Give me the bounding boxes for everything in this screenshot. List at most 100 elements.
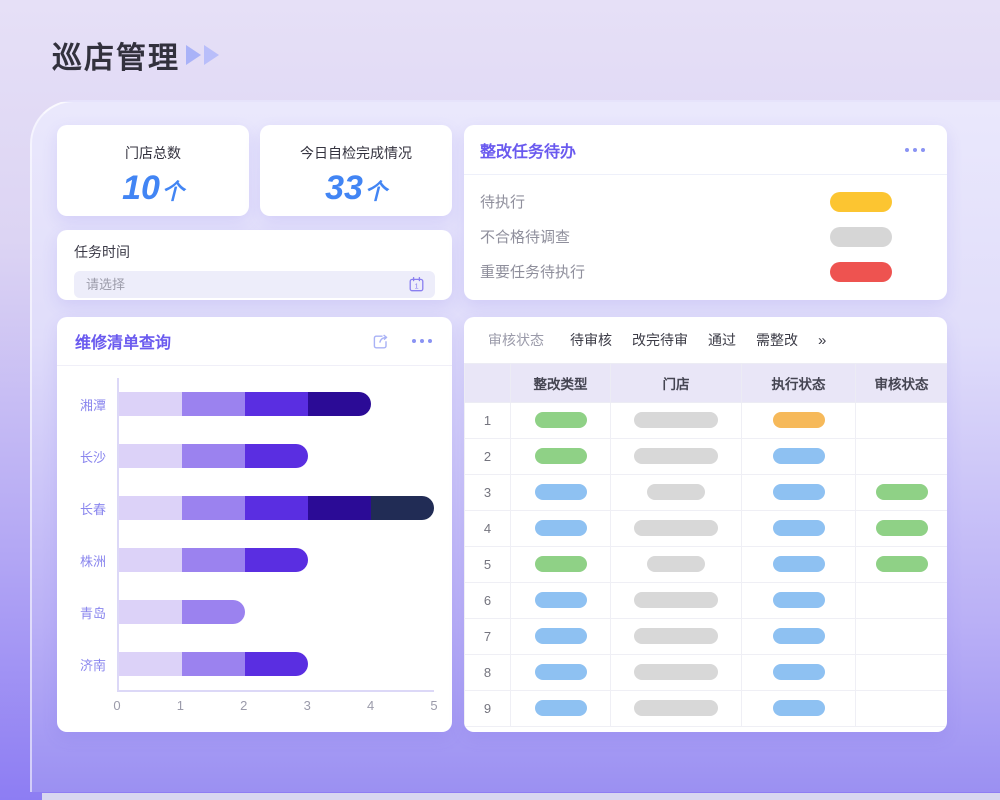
calendar-icon[interactable]: 1 bbox=[408, 276, 425, 293]
rectify-todo-title: 整改任务待办 bbox=[480, 143, 577, 161]
chart-xtick: 4 bbox=[366, 698, 375, 713]
more-tabs-chevron[interactable]: » bbox=[818, 331, 827, 349]
cell-store bbox=[610, 618, 742, 655]
status-pill bbox=[534, 664, 587, 681]
cell-store bbox=[610, 402, 742, 439]
cell-store bbox=[610, 582, 742, 619]
cell-rectify-type bbox=[510, 438, 611, 475]
cell-review-status bbox=[855, 402, 947, 439]
store-total-card: 门店总数 10 个 bbox=[57, 125, 249, 216]
col-exec-status: 执行状态 bbox=[741, 363, 856, 403]
table-row[interactable]: 9 bbox=[464, 690, 947, 727]
todo-item[interactable]: 不合格待调查 bbox=[464, 219, 947, 254]
chart-xtick: 0 bbox=[113, 698, 121, 713]
tab-passed[interactable]: 通过 bbox=[708, 332, 736, 348]
chart-bar[interactable] bbox=[119, 444, 308, 468]
tab-fixed-pending[interactable]: 改完待审 bbox=[632, 332, 688, 348]
row-number: 6 bbox=[464, 582, 511, 619]
status-pill bbox=[875, 484, 928, 501]
chart-bar[interactable] bbox=[119, 600, 245, 624]
task-time-label: 任务时间 bbox=[74, 244, 130, 260]
cell-store bbox=[610, 654, 742, 691]
todo-item-list: 待执行 不合格待调查 重要任务待执行 bbox=[464, 175, 947, 289]
tab-needs-rectify[interactable]: 需整改 bbox=[756, 332, 798, 348]
chart-category-label: 济南 bbox=[79, 657, 106, 673]
main-panel: 门店总数 10 个 今日自检完成情况 33 个 任务时间 bbox=[30, 100, 1000, 792]
cell-store bbox=[610, 690, 742, 727]
status-pill bbox=[772, 412, 825, 429]
row-number: 3 bbox=[464, 474, 511, 511]
cell-rectify-type bbox=[510, 582, 611, 619]
status-pill bbox=[830, 191, 892, 212]
ellipsis-menu-icon[interactable] bbox=[412, 339, 432, 343]
chart-bar-segment bbox=[245, 392, 308, 416]
cell-rectify-type bbox=[510, 618, 611, 655]
share-icon[interactable] bbox=[371, 332, 390, 351]
chart-bar[interactable] bbox=[119, 496, 434, 520]
date-picker[interactable]: 1 bbox=[74, 271, 435, 298]
chart-bar[interactable] bbox=[119, 392, 371, 416]
cell-rectify-type bbox=[510, 474, 611, 511]
table-row[interactable]: 3 bbox=[464, 474, 947, 511]
chart-bar-segment bbox=[182, 444, 245, 468]
chart-bar-segment bbox=[245, 496, 308, 520]
cell-exec-status bbox=[741, 690, 856, 727]
ellipsis-menu-icon[interactable] bbox=[905, 147, 925, 152]
filter-label: 审核状态 bbox=[488, 332, 544, 348]
status-pill bbox=[534, 520, 587, 537]
table-row[interactable]: 5 bbox=[464, 546, 947, 583]
chart-bar-segment bbox=[119, 392, 182, 416]
todo-item[interactable]: 待执行 bbox=[464, 184, 947, 219]
cell-rectify-type bbox=[510, 510, 611, 547]
status-pill bbox=[772, 664, 825, 681]
repair-chart: 湘潭 长沙 长春 株洲 青岛 济南 0 1 2 3 4 5 bbox=[69, 378, 438, 724]
chart-bar-segment bbox=[182, 652, 245, 676]
status-pill bbox=[772, 592, 825, 609]
chart-xtick: 2 bbox=[240, 698, 248, 713]
chart-xtick: 1 bbox=[176, 698, 185, 713]
chart-plot bbox=[117, 378, 434, 692]
cell-review-status bbox=[855, 546, 947, 583]
date-picker-input[interactable] bbox=[84, 276, 408, 293]
todo-item[interactable]: 重要任务待执行 bbox=[464, 254, 947, 289]
cell-review-status bbox=[855, 654, 947, 691]
chart-bar[interactable] bbox=[119, 548, 308, 572]
chart-bar-segment bbox=[308, 392, 371, 416]
cell-store bbox=[610, 510, 742, 547]
row-number: 9 bbox=[464, 690, 511, 727]
cell-review-status bbox=[855, 510, 947, 547]
stat-label: 门店总数 bbox=[125, 145, 181, 161]
row-number: 1 bbox=[464, 402, 511, 439]
table-row[interactable]: 7 bbox=[464, 618, 947, 655]
cell-store bbox=[610, 438, 742, 475]
cell-rectify-type bbox=[510, 546, 611, 583]
chart-xtick: 5 bbox=[430, 698, 438, 713]
svg-text:1: 1 bbox=[415, 282, 419, 291]
cell-exec-status bbox=[741, 438, 856, 475]
table-row[interactable]: 8 bbox=[464, 654, 947, 691]
status-pill bbox=[647, 484, 705, 501]
status-pill bbox=[534, 556, 587, 573]
status-pill bbox=[772, 700, 825, 717]
self-check-card: 今日自检完成情况 33 个 bbox=[260, 125, 452, 216]
status-pill bbox=[634, 592, 718, 609]
chart-bar-segment bbox=[182, 600, 245, 624]
cell-store bbox=[610, 474, 742, 511]
table-row[interactable]: 1 bbox=[464, 402, 947, 439]
table-row[interactable]: 2 bbox=[464, 438, 947, 475]
chart-bar[interactable] bbox=[119, 652, 308, 676]
row-number: 8 bbox=[464, 654, 511, 691]
cell-exec-status bbox=[741, 474, 856, 511]
col-store: 门店 bbox=[610, 363, 742, 403]
table-row[interactable]: 6 bbox=[464, 582, 947, 619]
row-number: 4 bbox=[464, 510, 511, 547]
review-filter-row: 审核状态 待审核 改完待审 通过 需整改 » bbox=[464, 317, 947, 363]
tab-pending-review[interactable]: 待审核 bbox=[570, 332, 612, 348]
rectify-todo-card: 整改任务待办 待执行 不合格待调查 重要任务待执行 bbox=[464, 125, 947, 300]
repair-list-title: 维修清单查询 bbox=[75, 335, 172, 352]
table-row[interactable]: 4 bbox=[464, 510, 947, 547]
chart-bar-segment bbox=[119, 548, 182, 572]
table-header-row: 整改类型 门店 执行状态 审核状态 bbox=[464, 363, 947, 403]
page-header: 巡店管理 bbox=[52, 33, 219, 77]
status-pill bbox=[772, 520, 825, 537]
